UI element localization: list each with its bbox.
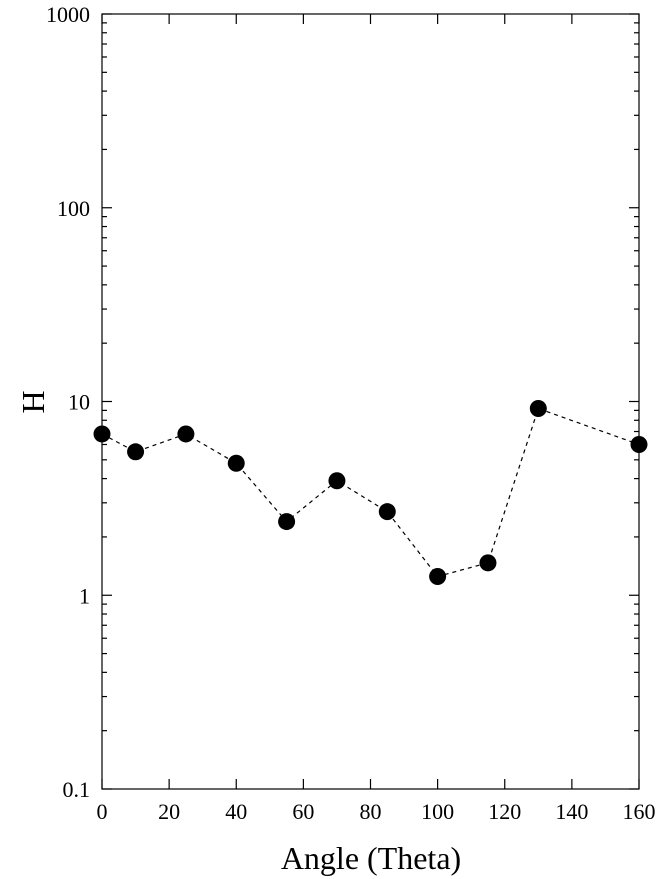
y-tick-label: 1000: [46, 2, 90, 27]
data-point: [429, 567, 447, 585]
x-tick-label: 160: [623, 799, 656, 824]
x-tick-label: 120: [488, 799, 521, 824]
data-point: [378, 503, 396, 521]
data-points: [93, 400, 648, 585]
x-axis-title: Angle (Theta): [281, 840, 461, 876]
x-tick-label: 140: [555, 799, 588, 824]
x-tick-label: 0: [97, 799, 108, 824]
data-point: [529, 400, 547, 418]
data-point: [328, 472, 346, 490]
y-axis-title: H: [15, 390, 51, 413]
x-tick-label: 40: [225, 799, 247, 824]
y-tick-label: 100: [57, 196, 90, 221]
data-point: [278, 513, 296, 531]
data-point: [127, 443, 145, 461]
plot-frame: [101, 13, 640, 790]
data-point: [177, 425, 195, 443]
data-point: [93, 425, 111, 443]
data-point: [630, 435, 648, 453]
data-point: [227, 454, 245, 472]
x-axis: 0 20 40 60 80 100 120 140 160: [97, 14, 656, 824]
x-tick-label: 20: [158, 799, 180, 824]
x-tick-label: 80: [360, 799, 382, 824]
y-tick-label: 1: [79, 583, 90, 608]
y-tick-label: 0.1: [63, 777, 91, 802]
x-tick-label: 60: [292, 799, 314, 824]
y-axis: 0.1 1 10 100 1000: [46, 2, 639, 802]
y-tick-label: 10: [68, 390, 90, 415]
x-tick-label: 100: [421, 799, 454, 824]
data-point: [479, 554, 497, 572]
